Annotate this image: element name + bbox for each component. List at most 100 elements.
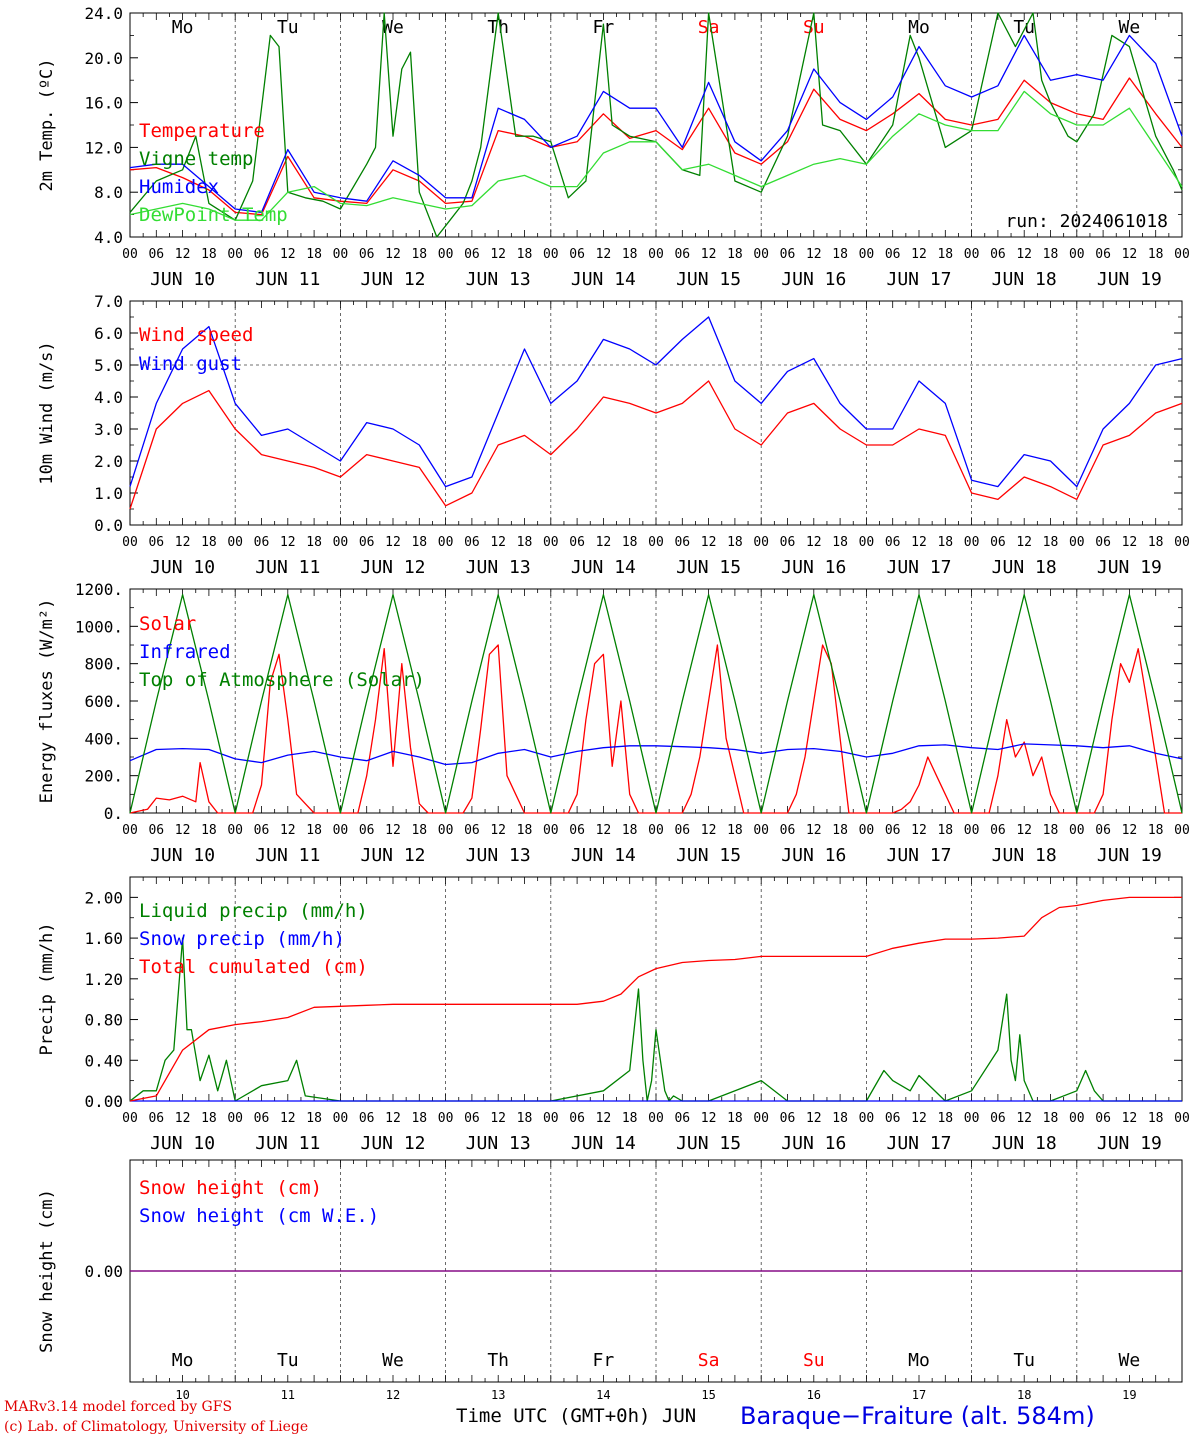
hour-tick-label: 18: [411, 823, 427, 838]
hour-tick-label: 18: [832, 247, 848, 262]
hour-tick-label: 12: [175, 535, 191, 550]
date-label: JUN 18: [992, 845, 1057, 866]
legend-entry: Humidex: [139, 176, 219, 198]
hour-tick-label: 06: [254, 1111, 270, 1126]
hour-tick-label: 12: [1016, 823, 1032, 838]
hour-tick-label: 12: [911, 1111, 927, 1126]
hour-tick-label: 18: [306, 535, 322, 550]
y-tick-label: 200.: [84, 767, 123, 786]
hour-tick-label: 18: [937, 1111, 953, 1126]
hour-tick-label: 12: [385, 535, 401, 550]
day-name: We: [382, 17, 404, 38]
hour-tick-label: 06: [148, 1111, 164, 1126]
panel-frame: [129, 12, 1183, 238]
date-label: JUN 12: [360, 845, 425, 866]
day-name: We: [1119, 17, 1141, 38]
hour-tick-label: 00: [333, 823, 349, 838]
series-line-top-of-atmosphere-solar-: [129, 593, 1183, 814]
hour-tick-label: 06: [359, 823, 375, 838]
date-label: JUN 16: [781, 845, 846, 866]
hour-tick-label: 18: [517, 823, 533, 838]
hour-tick-label: 18: [727, 535, 743, 550]
hour-tick-label: 12: [596, 247, 612, 262]
hour-tick-label: 06: [254, 823, 270, 838]
hour-tick-label: 18: [517, 535, 533, 550]
credit-line-2: (c) Lab. of Climatology, University of L…: [4, 1419, 309, 1435]
date-label: JUN 18: [992, 557, 1057, 578]
date-label: JUN 17: [886, 845, 951, 866]
hour-tick-label: 18: [622, 1111, 638, 1126]
date-label: JUN 14: [571, 269, 636, 290]
y-tick-label: 4.0: [94, 228, 123, 247]
location-title: Baraque−Fraiture (alt. 584m): [740, 1402, 1095, 1430]
legend-entry: Vigne temp: [139, 148, 253, 170]
hour-tick-label: 06: [885, 1111, 901, 1126]
hour-tick-label: 12: [490, 247, 506, 262]
y-axis-label: Energy fluxes (W/m²): [37, 599, 57, 804]
date-label: JUN 19: [1097, 845, 1162, 866]
hour-tick-label: 18: [727, 1111, 743, 1126]
hour-tick-label: 12: [280, 247, 296, 262]
hour-tick-label: 12: [175, 1111, 191, 1126]
date-label: JUN 14: [571, 1133, 636, 1154]
y-tick-label: 2.00: [84, 888, 123, 907]
date-label: JUN 13: [466, 269, 531, 290]
date-label: JUN 14: [571, 845, 636, 866]
hour-tick-label: 18: [727, 247, 743, 262]
y-tick-label: 1.0: [94, 484, 123, 503]
hour-tick-label: 18: [832, 535, 848, 550]
legend-entry: Liquid precip (mm/h): [139, 900, 368, 922]
hour-tick-label: 00: [438, 1111, 454, 1126]
y-tick-label: 6.0: [94, 324, 123, 343]
date-label: JUN 15: [676, 845, 741, 866]
hour-tick-label: 18: [622, 247, 638, 262]
hour-tick-label: 00: [964, 823, 980, 838]
hour-tick-label: 06: [464, 1111, 480, 1126]
y-tick-label: 1200.: [75, 580, 123, 599]
hour-tick-label: 00: [753, 823, 769, 838]
hour-tick-label: 00: [227, 535, 243, 550]
hour-tick-label: 06: [1095, 823, 1111, 838]
hour-tick-label: 18: [1043, 535, 1059, 550]
day-name: Sa: [698, 1350, 720, 1371]
hour-tick-label: 00: [859, 1111, 875, 1126]
hour-tick-label: 18: [517, 1111, 533, 1126]
y-tick-label: 0.: [104, 804, 123, 823]
hour-tick-label: 18: [411, 247, 427, 262]
hour-tick-label: 18: [1148, 823, 1164, 838]
hour-tick-label: 06: [674, 1111, 690, 1126]
series-group: [129, 12, 1183, 238]
hour-tick-label: 06: [148, 535, 164, 550]
hour-tick-label: 00: [122, 1111, 138, 1126]
hour-tick-label: 18: [1043, 823, 1059, 838]
day-name: Tu: [277, 1350, 299, 1371]
hour-tick-label: 12: [175, 247, 191, 262]
hour-tick-label: 00: [1174, 535, 1190, 550]
series-line-infrared: [129, 743, 1183, 766]
hour-tick-label: 00: [1069, 823, 1085, 838]
series-line-temperature: [129, 77, 1183, 216]
y-tick-label: 0.40: [84, 1051, 123, 1070]
hour-tick-label: 00: [648, 247, 664, 262]
date-label: JUN 15: [676, 269, 741, 290]
series-line-dewpoint-temp: [129, 90, 1183, 221]
legend-entry: Solar: [139, 613, 196, 635]
date-label: JUN 12: [360, 557, 425, 578]
hour-tick-label: 12: [806, 1111, 822, 1126]
y-axis-label: Precip (mm/h): [37, 922, 57, 1055]
hour-tick-label: 12: [806, 247, 822, 262]
day-name: Fr: [593, 1350, 615, 1371]
hour-tick-label: 12: [806, 535, 822, 550]
y-tick-label: 12.0: [84, 138, 123, 157]
day-number: 18: [1017, 1388, 1031, 1402]
hour-tick-label: 18: [1148, 535, 1164, 550]
hour-tick-label: 06: [990, 1111, 1006, 1126]
hour-tick-label: 12: [701, 535, 717, 550]
hour-tick-label: 18: [201, 1111, 217, 1126]
hour-tick-label: 06: [359, 535, 375, 550]
hour-tick-label: 00: [859, 823, 875, 838]
day-name: Mo: [172, 17, 194, 38]
hour-tick-label: 12: [701, 1111, 717, 1126]
hour-tick-label: 18: [1043, 247, 1059, 262]
hour-tick-label: 00: [543, 535, 559, 550]
